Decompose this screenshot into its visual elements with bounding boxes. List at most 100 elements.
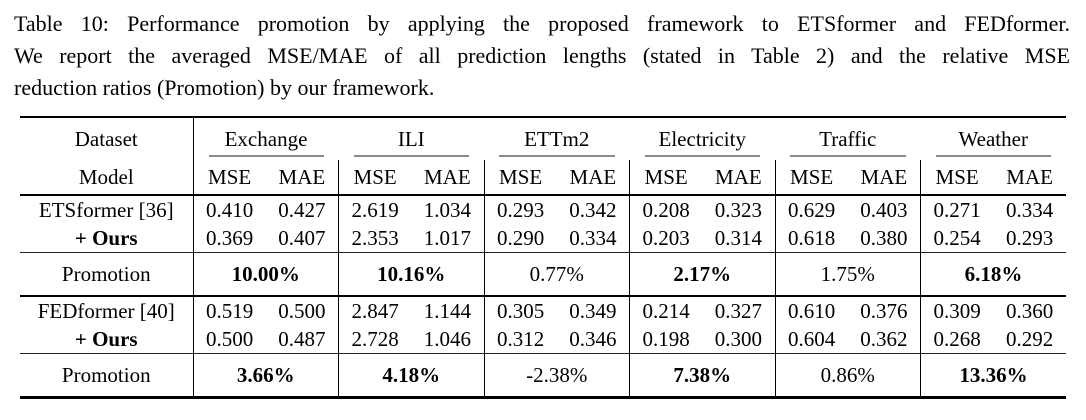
- value-cell: 0.346: [556, 325, 630, 354]
- dataset-name: Traffic: [819, 126, 877, 151]
- dataset-header: ILI: [338, 116, 484, 160]
- model-column-label: Model: [20, 160, 194, 196]
- value-cell: 0.629: [788, 197, 836, 222]
- cmidrule: [208, 154, 324, 157]
- value-cell: 0.519: [206, 298, 254, 323]
- metric-header: MAE: [265, 160, 339, 196]
- promotion-value: 13.36%: [920, 353, 1066, 399]
- value-cell: 0.410: [206, 197, 254, 222]
- value-cell: 0.342: [556, 195, 630, 224]
- dataset-header: Traffic: [775, 116, 921, 160]
- promotion-value: 10.16%: [338, 252, 485, 297]
- dataset-name: ETTm2: [524, 126, 590, 151]
- promotion-value: 4.18%: [338, 353, 485, 399]
- value-cell: 1.034: [411, 195, 485, 224]
- value-cell: 0.305: [497, 298, 545, 323]
- caption-line: We report the averaged MSE/MAE of all pr…: [14, 43, 1070, 68]
- value-cell: 0.309: [933, 298, 981, 323]
- dataset-name: Electricity: [658, 126, 746, 151]
- value-cell: 2.619: [351, 197, 399, 222]
- table-row-fedformer-ours: + Ours 0.500 0.487 2.728 1.046 0.312 0.3…: [20, 325, 1066, 354]
- promotion-value: 7.38%: [629, 353, 776, 399]
- value-cell: 0.360: [1006, 298, 1054, 323]
- metric-header-row: Model MSE MAE MSE MAE MSE MAE MSE MAE MS…: [20, 160, 1066, 196]
- value-cell: 0.271: [933, 197, 981, 222]
- value-cell: 2.728: [351, 326, 399, 351]
- value-cell: 2.353: [351, 225, 399, 250]
- table-row-etsformer: ETSformer [36] 0.410 0.427 2.619 1.034 0…: [20, 195, 1066, 224]
- metric-header: MAE: [411, 160, 485, 196]
- dataset-header: Exchange: [193, 116, 339, 160]
- metric-header: MAE: [702, 160, 776, 196]
- value-cell: 0.323: [702, 195, 776, 224]
- cmidrule: [499, 154, 615, 157]
- value-cell: 0.349: [556, 296, 630, 325]
- metric-header: MAE: [847, 160, 921, 196]
- value-cell: 0.334: [1006, 197, 1054, 222]
- value-cell: 0.500: [265, 296, 339, 325]
- metric-header: MSE: [629, 160, 703, 196]
- value-cell: 0.312: [497, 326, 545, 351]
- promotion-value: 3.66%: [193, 353, 339, 399]
- value-cell: 0.500: [206, 326, 254, 351]
- dataset-header: Weather: [920, 116, 1066, 160]
- value-cell: 0.208: [642, 197, 690, 222]
- value-cell: 0.268: [933, 326, 981, 351]
- value-cell: 1.144: [411, 296, 485, 325]
- model-name: FEDformer [40]: [20, 296, 194, 325]
- value-cell: 0.610: [788, 298, 836, 323]
- caption-line: reduction ratios (Promotion) by our fram…: [14, 75, 435, 100]
- value-cell: 0.618: [788, 225, 836, 250]
- cmidrule: [644, 154, 760, 157]
- metric-header: MSE: [775, 160, 848, 196]
- value-cell: 0.487: [265, 325, 339, 354]
- caption-line: Table 10: Performance promotion by apply…: [14, 11, 1070, 36]
- cmidrule: [935, 154, 1051, 157]
- model-name: ETSformer [36]: [20, 195, 194, 224]
- dataset-header-row: Dataset Exchange ILI ETTm2 Electricity T…: [20, 116, 1066, 160]
- value-cell: 0.427: [265, 195, 339, 224]
- value-cell: 0.334: [556, 224, 630, 253]
- dataset-name: Weather: [958, 126, 1028, 151]
- cmidrule: [790, 154, 906, 157]
- value-cell: 0.203: [642, 225, 690, 250]
- value-cell: 1.017: [411, 224, 485, 253]
- value-cell: 0.604: [788, 326, 836, 351]
- table-row-fedformer: FEDformer [40] 0.519 0.500 2.847 1.144 0…: [20, 296, 1066, 325]
- promotion-label: Promotion: [20, 252, 194, 297]
- dataset-column-label: Dataset: [20, 116, 194, 160]
- value-cell: 0.362: [847, 325, 921, 354]
- model-name: + Ours: [20, 224, 194, 253]
- table-row-etsformer-ours: + Ours 0.369 0.407 2.353 1.017 0.290 0.3…: [20, 224, 1066, 253]
- model-name: + Ours: [20, 325, 194, 354]
- value-cell: 0.376: [847, 296, 921, 325]
- promotion-value: 0.86%: [775, 353, 921, 399]
- metric-header: MAE: [556, 160, 630, 196]
- metric-header: MSE: [484, 160, 557, 196]
- promotion-value: 6.18%: [920, 252, 1066, 297]
- promotion-value: -2.38%: [484, 353, 630, 399]
- value-cell: 0.198: [642, 326, 690, 351]
- results-table: Dataset Exchange ILI ETTm2 Electricity T…: [20, 116, 1066, 399]
- value-cell: 0.314: [702, 224, 776, 253]
- dataset-name: Exchange: [224, 126, 308, 151]
- table-caption: Table 10: Performance promotion by apply…: [0, 0, 1086, 104]
- cmidrule: [353, 154, 469, 157]
- value-cell: 0.380: [847, 224, 921, 253]
- value-cell: 0.214: [642, 298, 690, 323]
- promotion-value: 0.77%: [484, 252, 630, 297]
- metric-header: MSE: [920, 160, 994, 196]
- value-cell: 0.300: [702, 325, 776, 354]
- value-cell: 0.292: [1006, 326, 1054, 351]
- promotion-row-fedformer: Promotion 3.66% 4.18% -2.38% 7.38% 0.86%…: [20, 353, 1066, 399]
- value-cell: 1.046: [411, 325, 485, 354]
- value-cell: 2.847: [351, 298, 399, 323]
- promotion-value: 2.17%: [629, 252, 776, 297]
- dataset-name: ILI: [397, 126, 425, 151]
- value-cell: 0.293: [497, 197, 545, 222]
- value-cell: 0.369: [206, 225, 254, 250]
- value-cell: 0.254: [933, 225, 981, 250]
- value-cell: 0.407: [265, 224, 339, 253]
- value-cell: 0.403: [847, 195, 921, 224]
